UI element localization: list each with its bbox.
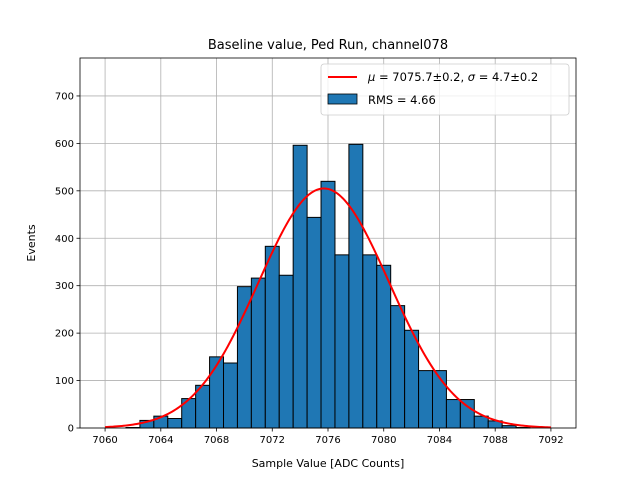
- histogram-bar: [306, 216, 322, 429]
- x-axis-label: Sample Value [ADC Counts]: [252, 457, 405, 470]
- x-tick-label: 7060: [92, 435, 117, 446]
- histogram-bar: [404, 329, 420, 429]
- y-axis-ticks: 0 100 200 300 400 500 600 700: [55, 91, 80, 435]
- histogram-bar: [362, 254, 378, 429]
- legend: μ = 7075.7±0.2, σ = 4.7±0.2 RMS = 4.66: [320, 63, 570, 116]
- x-tick-label: 7092: [538, 435, 563, 446]
- x-tick-label: 7064: [148, 435, 173, 446]
- histogram-bar: [223, 362, 238, 429]
- legend-hist-swatch: [327, 93, 358, 105]
- x-axis-ticks: 7060 7064 7068 7072 7076 7080 7084 7088 7092: [92, 428, 564, 446]
- y-tick-label: 400: [55, 234, 74, 245]
- y-tick-label: 100: [55, 376, 74, 387]
- histogram-bar: [376, 264, 392, 429]
- x-tick-label: 7072: [260, 435, 285, 446]
- legend-rms-label: RMS = 4.66: [368, 93, 436, 107]
- x-tick-label: 7080: [371, 435, 396, 446]
- histogram-bar: [264, 245, 280, 429]
- y-tick-label: 700: [55, 91, 74, 102]
- histogram-bar: [459, 399, 475, 429]
- y-tick-label: 500: [55, 186, 74, 197]
- fit-curve-layer: [105, 187, 551, 429]
- x-tick-label: 7088: [482, 435, 507, 446]
- x-tick-label: 7084: [427, 435, 452, 446]
- histogram-bar: [250, 277, 266, 429]
- histogram-bar: [445, 399, 461, 429]
- y-tick-label: 300: [55, 281, 74, 292]
- histogram-bar: [334, 254, 350, 429]
- histogram-bar: [418, 370, 433, 429]
- histogram-bar: [292, 144, 308, 429]
- histogram-bar: [209, 356, 225, 429]
- x-tick-label: 7076: [315, 435, 340, 446]
- histogram-bar: [348, 143, 364, 429]
- y-tick-label: 0: [68, 424, 74, 435]
- histogram-bar: [390, 305, 406, 429]
- histogram-bars: [125, 143, 531, 429]
- legend-box: [320, 63, 570, 116]
- chart-title: Baseline value, Ped Run, channel078: [208, 38, 448, 53]
- gaussian-fit-curve: [105, 187, 551, 429]
- histogram-bar: [236, 286, 252, 429]
- histogram-bar: [167, 418, 183, 429]
- x-tick-label: 7068: [204, 435, 229, 446]
- y-tick-label: 200: [55, 329, 74, 340]
- histogram-bar: [320, 180, 336, 429]
- y-axis-label: Events: [25, 224, 38, 262]
- y-tick-label: 600: [55, 139, 74, 150]
- legend-fit-label: μ = 7075.7±0.2, σ = 4.7±0.2: [367, 70, 538, 84]
- histogram-bar: [278, 274, 294, 429]
